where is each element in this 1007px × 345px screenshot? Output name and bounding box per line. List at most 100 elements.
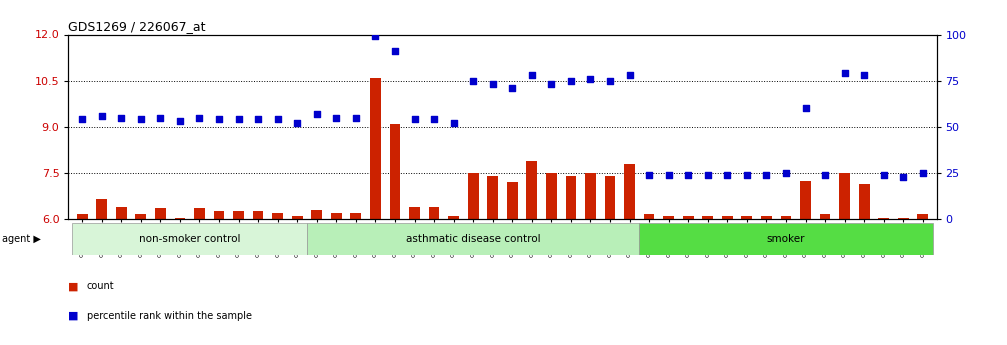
Text: count: count [87, 282, 114, 291]
Bar [487, 176, 498, 219]
Bar [585, 173, 596, 219]
Bar [77, 215, 88, 219]
Text: smoker: smoker [766, 234, 806, 244]
Point [270, 117, 286, 122]
Point [524, 72, 540, 78]
Bar [820, 215, 831, 219]
Point [817, 172, 833, 178]
Bar [97, 199, 107, 219]
Bar [507, 182, 518, 219]
Point [426, 117, 442, 122]
Point [289, 120, 305, 126]
Bar [116, 207, 127, 219]
Point [778, 170, 795, 176]
Bar [664, 216, 674, 219]
Point [309, 111, 325, 117]
Point [758, 172, 774, 178]
FancyBboxPatch shape [73, 223, 307, 255]
Bar [546, 173, 557, 219]
Point [94, 113, 110, 118]
FancyBboxPatch shape [639, 223, 932, 255]
Point [445, 120, 461, 126]
Bar [174, 218, 185, 219]
Point [700, 172, 716, 178]
Bar [604, 176, 615, 219]
Point [191, 115, 207, 120]
Bar [390, 124, 401, 219]
Bar [741, 216, 752, 219]
Bar [448, 216, 459, 219]
Bar [683, 216, 694, 219]
Point [680, 172, 696, 178]
Bar [234, 211, 244, 219]
Bar [859, 184, 870, 219]
Text: asthmatic disease control: asthmatic disease control [406, 234, 541, 244]
Point [798, 106, 814, 111]
Bar [292, 216, 302, 219]
Bar [643, 215, 655, 219]
Point [347, 115, 364, 120]
Bar [624, 164, 635, 219]
Text: agent ▶: agent ▶ [2, 234, 41, 244]
Text: ■: ■ [68, 282, 79, 291]
Text: GDS1269 / 226067_at: GDS1269 / 226067_at [68, 20, 206, 33]
Point [133, 117, 149, 122]
Bar [331, 213, 341, 219]
Bar [155, 208, 166, 219]
Bar [311, 210, 322, 219]
Point [914, 170, 930, 176]
Point [719, 172, 735, 178]
Bar [566, 176, 576, 219]
Point [582, 76, 598, 81]
Bar [409, 207, 420, 219]
Point [837, 70, 853, 76]
Point [210, 117, 227, 122]
Point [895, 174, 911, 179]
Bar [761, 216, 771, 219]
Bar [527, 161, 537, 219]
Bar [468, 173, 478, 219]
Point [661, 172, 677, 178]
Point [505, 85, 521, 91]
Point [368, 33, 384, 39]
Bar [703, 216, 713, 219]
Bar [839, 173, 850, 219]
Point [465, 78, 481, 83]
Point [231, 117, 247, 122]
Point [563, 78, 579, 83]
Bar [801, 181, 811, 219]
Bar [898, 218, 908, 219]
Bar [272, 213, 283, 219]
Bar [194, 208, 204, 219]
Text: ■: ■ [68, 311, 79, 321]
Point [387, 48, 403, 54]
Bar [213, 211, 225, 219]
Point [641, 172, 658, 178]
Point [876, 172, 892, 178]
Point [621, 72, 637, 78]
Bar [350, 213, 362, 219]
Point [407, 117, 423, 122]
Bar [135, 215, 146, 219]
Point [328, 115, 344, 120]
Point [250, 117, 266, 122]
Bar [878, 218, 889, 219]
Bar [370, 78, 381, 219]
Bar [917, 215, 928, 219]
Point [172, 118, 188, 124]
Bar [429, 207, 439, 219]
Point [484, 81, 500, 87]
Bar [722, 216, 733, 219]
Point [739, 172, 755, 178]
Text: percentile rank within the sample: percentile rank within the sample [87, 311, 252, 321]
FancyBboxPatch shape [307, 223, 639, 255]
Point [602, 78, 618, 83]
Point [152, 115, 168, 120]
Text: non-smoker control: non-smoker control [139, 234, 241, 244]
Bar [780, 216, 792, 219]
Point [544, 81, 560, 87]
Bar [253, 211, 264, 219]
Point [113, 115, 129, 120]
Point [856, 72, 872, 78]
Point [75, 117, 91, 122]
